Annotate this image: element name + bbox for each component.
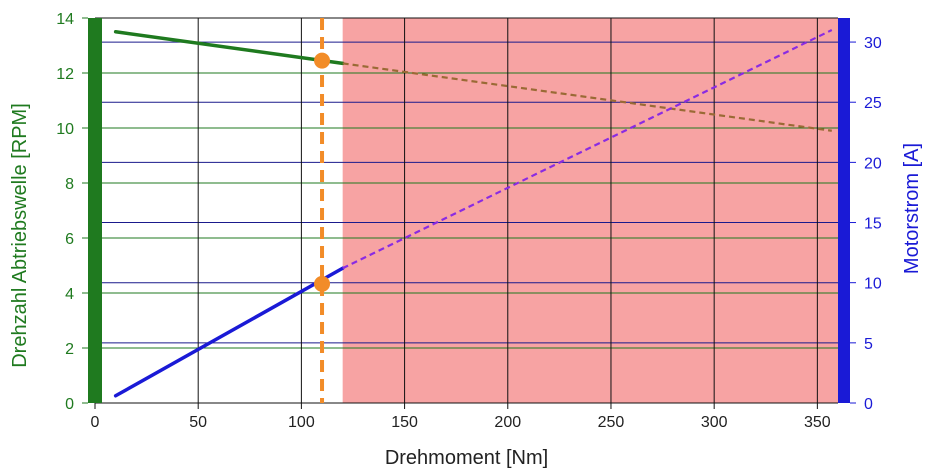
- left-axis-ticks: 0 2 4 6 8 10 12 14: [56, 11, 88, 413]
- x-tick-label: 300: [701, 414, 728, 431]
- left-tick-label: 12: [56, 66, 74, 83]
- speed-series-dashed: [342, 62, 832, 132]
- right-tick-label: 20: [864, 155, 882, 172]
- left-axis-bar: [88, 18, 102, 403]
- x-tick-label: 150: [391, 414, 418, 431]
- right-tick-label: 15: [864, 216, 882, 233]
- right-tick-label: 5: [864, 336, 873, 353]
- right-tick-label: 0: [864, 396, 873, 413]
- series-layer: [113, 29, 833, 398]
- left-tick-label: 2: [65, 341, 74, 358]
- right-axis-title: Motorstrom [A]: [901, 143, 923, 274]
- x-tick-label: 250: [598, 414, 625, 431]
- speed-series-solid: [113, 30, 345, 66]
- left-tick-label: 10: [56, 121, 74, 138]
- left-tick-label: 14: [56, 11, 74, 28]
- left-tick-label: 4: [65, 286, 74, 303]
- left-tick-label: 8: [65, 176, 74, 193]
- x-axis-title: Drehmoment [Nm]: [385, 447, 548, 469]
- right-axis-ticks: 0 5 10 15 20 25 30: [850, 35, 882, 413]
- left-tick-label: 0: [65, 396, 74, 413]
- current-operating-marker: [314, 275, 331, 292]
- right-tick-label: 10: [864, 276, 882, 293]
- x-tick-label: 200: [494, 414, 521, 431]
- x-tick-label: 100: [288, 414, 315, 431]
- x-axis-ticks: 0 50 100 150 200 250 300 350: [91, 403, 831, 431]
- left-tick-label: 6: [65, 231, 74, 248]
- speed-operating-marker: [314, 52, 331, 69]
- overload-region: [342, 18, 838, 403]
- x-tick-label: 50: [189, 414, 207, 431]
- x-tick-label: 350: [804, 414, 831, 431]
- current-series-solid: [113, 266, 345, 398]
- right-axis-bar: [838, 18, 850, 403]
- right-tick-label: 25: [864, 95, 882, 112]
- x-tick-label: 0: [91, 414, 100, 431]
- left-axis-title: Drehzahl Abtriebswelle [RPM]: [9, 103, 31, 368]
- right-tick-label: 30: [864, 35, 882, 52]
- current-series-dashed: [342, 29, 833, 270]
- markers-layer: [314, 52, 331, 292]
